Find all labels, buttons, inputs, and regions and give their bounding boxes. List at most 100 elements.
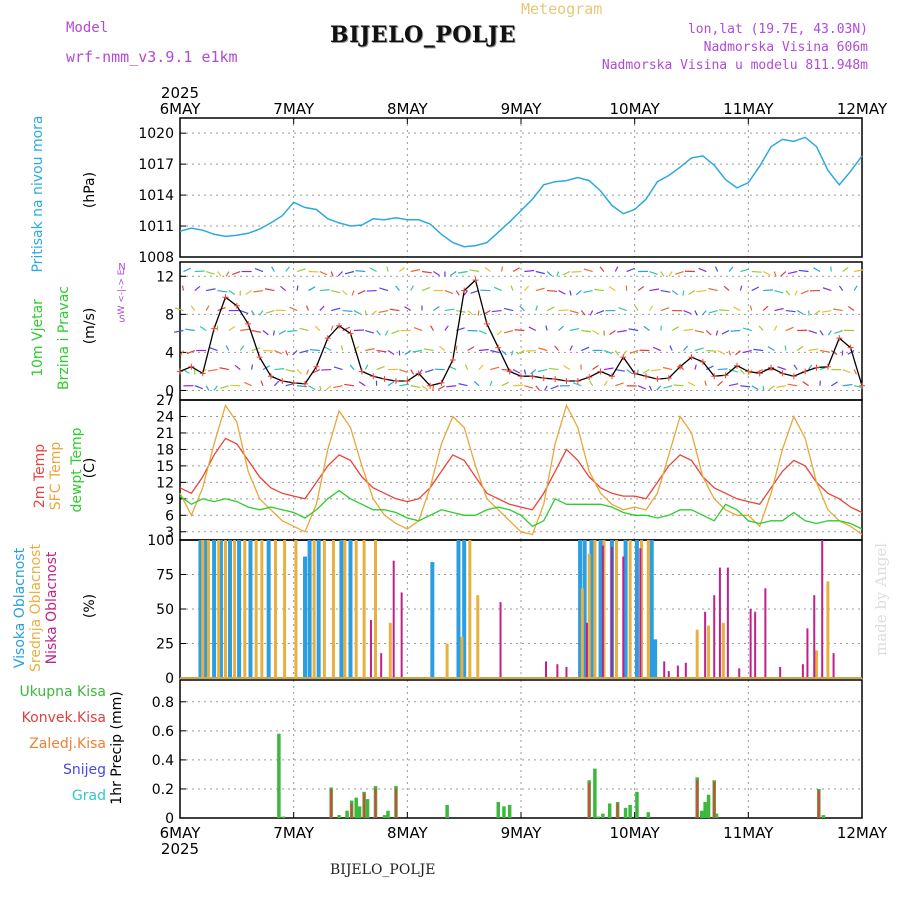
wind-arrow xyxy=(662,366,673,371)
wind-arrow xyxy=(569,327,580,332)
wind-gust-marker xyxy=(631,370,638,377)
cloud-low-bar xyxy=(676,665,679,678)
wind-arrow xyxy=(660,325,662,331)
precip-total-bar xyxy=(496,802,501,818)
wind-arrow xyxy=(528,326,537,332)
wind-arrow xyxy=(768,385,775,391)
wind-arrow xyxy=(819,349,830,353)
wind-gust-marker xyxy=(427,382,434,389)
wind-arrow xyxy=(545,325,548,331)
cloud-high-bar xyxy=(578,540,583,678)
wind-arrow xyxy=(232,270,241,276)
wind-arrow xyxy=(615,382,624,387)
wind-gust-marker xyxy=(177,368,183,375)
cloud-low-bar xyxy=(639,548,642,678)
wind-arrow xyxy=(694,364,697,370)
wind-gust-marker xyxy=(540,375,547,382)
precip-total-bar xyxy=(365,799,370,818)
wind-arrow xyxy=(777,366,787,371)
cloud-low-bar xyxy=(813,595,816,678)
wind-gust-marker xyxy=(722,372,729,379)
wind-arrow xyxy=(751,286,760,292)
wind-arrow xyxy=(683,328,694,332)
cloud-high-bar xyxy=(462,540,467,678)
wind-gust-marker xyxy=(802,368,809,375)
wind-gust-marker xyxy=(552,376,559,383)
wind-arrow xyxy=(251,364,254,370)
wind-arrow xyxy=(673,384,684,387)
wind-arrow xyxy=(735,350,741,356)
wind-arrow xyxy=(569,309,579,314)
precip-conv-bar xyxy=(330,788,333,818)
panel-frame xyxy=(179,399,863,541)
y-tick-label: 1020 xyxy=(138,126,174,142)
wind-arrow xyxy=(853,285,858,291)
wind-arrow xyxy=(439,345,446,351)
wind-arrow xyxy=(838,285,844,291)
wind-arrow xyxy=(599,266,605,272)
wind-arrow xyxy=(243,381,252,387)
wind-arrow xyxy=(696,289,707,293)
wind-arrow xyxy=(444,325,449,331)
wind-arrow xyxy=(740,385,751,388)
wind-arrow xyxy=(617,329,627,333)
wind-arrow xyxy=(594,288,605,292)
wind-gust-marker xyxy=(608,373,615,380)
wind-arrow xyxy=(278,329,287,335)
wind-arrow xyxy=(687,381,696,387)
cloud-mid-bar xyxy=(331,540,335,678)
wind-arrow xyxy=(349,364,355,370)
wind-arrow xyxy=(660,307,670,312)
wind-arrow xyxy=(589,310,594,316)
wind-gust-marker xyxy=(859,382,865,389)
wind-arrow xyxy=(296,369,303,375)
cloud-high-bar xyxy=(266,540,271,678)
wind-arrow xyxy=(751,385,759,391)
wind-arrow xyxy=(705,330,712,336)
wind-arrow xyxy=(683,345,689,351)
wind-arrow xyxy=(572,382,582,387)
y-tick-label: 12 xyxy=(156,475,174,491)
cloud-high-bar xyxy=(649,540,654,678)
wind-arrow xyxy=(592,330,600,335)
cloud-mid-bar xyxy=(815,650,819,678)
wind-arrow xyxy=(830,381,838,387)
wind-arrow xyxy=(296,285,299,291)
cloud-low-bar xyxy=(610,546,613,678)
cloud-low-bar xyxy=(499,602,502,678)
precip-total-bar xyxy=(821,815,826,818)
wind-arrow xyxy=(537,368,548,373)
wind-arrow xyxy=(556,271,560,277)
precip-total-bar xyxy=(382,815,387,818)
wind-arrow xyxy=(546,306,555,312)
cloud-low-bar xyxy=(821,540,824,678)
wind-arrow xyxy=(808,348,819,352)
wind-arrow xyxy=(376,365,385,371)
wind-arrow xyxy=(581,329,592,333)
wind-arrow xyxy=(842,383,853,387)
wind-arrow xyxy=(369,267,377,273)
cloud-low-bar xyxy=(380,653,383,678)
y-tick-label: 1008 xyxy=(138,250,174,266)
wind-arrow xyxy=(563,365,571,371)
wind-arrow xyxy=(615,368,625,372)
wind-gust-marker xyxy=(461,287,468,294)
model-name: wrf-nmm_v3.9.1 e1km xyxy=(66,48,238,66)
cloud-mid-bar xyxy=(593,540,597,678)
wind-arrow xyxy=(802,381,809,387)
wind-arrow xyxy=(285,350,289,356)
cloud-mid-bar xyxy=(312,540,316,678)
y-tick-label: 0.4 xyxy=(152,753,174,769)
wind-arrow xyxy=(378,309,389,313)
wind-arrow xyxy=(668,271,673,277)
wind-arrow xyxy=(181,285,185,291)
y-tick-label: 3 xyxy=(165,525,174,541)
wind-arrow xyxy=(535,270,545,275)
cloud-low-bar xyxy=(806,628,809,678)
wind-gust-marker xyxy=(654,376,661,383)
cloud-high-bar xyxy=(303,556,308,678)
wind-arrow xyxy=(708,287,718,292)
precip-total-bar xyxy=(714,813,719,818)
wind-gust-marker xyxy=(279,377,286,384)
y-tick-label: 0.8 xyxy=(152,695,174,711)
